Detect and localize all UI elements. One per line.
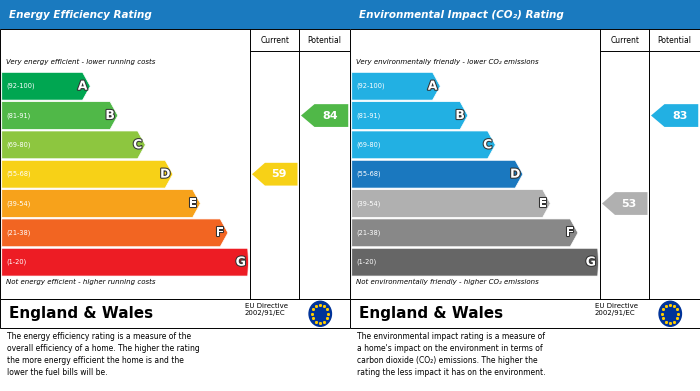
Text: 84: 84 <box>322 111 337 120</box>
Text: 59: 59 <box>271 169 287 179</box>
Polygon shape <box>351 102 468 129</box>
Bar <box>350 299 700 328</box>
Text: Not environmentally friendly - higher CO₂ emissions: Not environmentally friendly - higher CO… <box>356 278 539 285</box>
Polygon shape <box>351 131 496 159</box>
Text: Environmental Impact (CO₂) Rating: Environmental Impact (CO₂) Rating <box>358 10 564 20</box>
Text: Current: Current <box>610 36 639 45</box>
Text: (55-68): (55-68) <box>6 171 31 178</box>
Text: (55-68): (55-68) <box>356 171 381 178</box>
Polygon shape <box>1 190 200 217</box>
Text: (1-20): (1-20) <box>356 259 377 265</box>
Text: 83: 83 <box>672 111 687 120</box>
Bar <box>350 29 700 299</box>
Text: (92-100): (92-100) <box>6 83 35 90</box>
Text: E: E <box>538 197 547 210</box>
Text: EU Directive
2002/91/EC: EU Directive 2002/91/EC <box>245 303 288 316</box>
Text: The environmental impact rating is a measure of
a home's impact on the environme: The environmental impact rating is a mea… <box>357 332 545 377</box>
Polygon shape <box>351 190 550 217</box>
Text: (21-38): (21-38) <box>6 230 31 236</box>
Polygon shape <box>252 163 298 186</box>
Polygon shape <box>351 72 440 100</box>
Polygon shape <box>1 102 118 129</box>
Polygon shape <box>1 248 248 276</box>
Text: C: C <box>483 138 492 151</box>
Text: A: A <box>78 80 88 93</box>
Text: (69-80): (69-80) <box>356 142 381 148</box>
Text: (81-91): (81-91) <box>356 112 381 119</box>
Text: EU Directive
2002/91/EC: EU Directive 2002/91/EC <box>595 303 638 316</box>
Text: (39-54): (39-54) <box>6 200 31 207</box>
Text: Potential: Potential <box>307 36 342 45</box>
Text: Potential: Potential <box>657 36 692 45</box>
Polygon shape <box>1 72 90 100</box>
Polygon shape <box>301 104 349 127</box>
Polygon shape <box>1 160 173 188</box>
Text: Very energy efficient - lower running costs: Very energy efficient - lower running co… <box>6 59 155 65</box>
Text: F: F <box>216 226 225 239</box>
Text: 53: 53 <box>622 199 636 208</box>
Polygon shape <box>651 104 699 127</box>
Text: Current: Current <box>260 36 289 45</box>
Polygon shape <box>1 131 146 159</box>
Circle shape <box>309 301 332 326</box>
Text: (81-91): (81-91) <box>6 112 31 119</box>
Bar <box>0 0 350 29</box>
Polygon shape <box>351 160 523 188</box>
Text: England & Wales: England & Wales <box>358 306 503 321</box>
Polygon shape <box>351 219 578 247</box>
Text: B: B <box>106 109 115 122</box>
Text: G: G <box>586 256 596 269</box>
Text: B: B <box>456 109 465 122</box>
Text: England & Wales: England & Wales <box>8 306 153 321</box>
Text: (92-100): (92-100) <box>356 83 385 90</box>
Polygon shape <box>1 219 228 247</box>
Bar <box>0 29 350 299</box>
Polygon shape <box>351 248 598 276</box>
Text: (39-54): (39-54) <box>356 200 381 207</box>
Text: D: D <box>160 168 170 181</box>
Text: (1-20): (1-20) <box>6 259 27 265</box>
Text: (69-80): (69-80) <box>6 142 31 148</box>
Text: E: E <box>188 197 197 210</box>
Text: D: D <box>510 168 520 181</box>
Text: Not energy efficient - higher running costs: Not energy efficient - higher running co… <box>6 278 156 285</box>
Text: A: A <box>428 80 438 93</box>
Circle shape <box>659 301 682 326</box>
Polygon shape <box>602 192 648 215</box>
Text: G: G <box>236 256 246 269</box>
Text: C: C <box>133 138 142 151</box>
Text: The energy efficiency rating is a measure of the
overall efficiency of a home. T: The energy efficiency rating is a measur… <box>7 332 199 377</box>
Text: Very environmentally friendly - lower CO₂ emissions: Very environmentally friendly - lower CO… <box>356 59 539 65</box>
Bar <box>350 0 700 29</box>
Bar <box>0 299 350 328</box>
Text: F: F <box>566 226 575 239</box>
Text: (21-38): (21-38) <box>356 230 381 236</box>
Text: Energy Efficiency Rating: Energy Efficiency Rating <box>8 10 151 20</box>
